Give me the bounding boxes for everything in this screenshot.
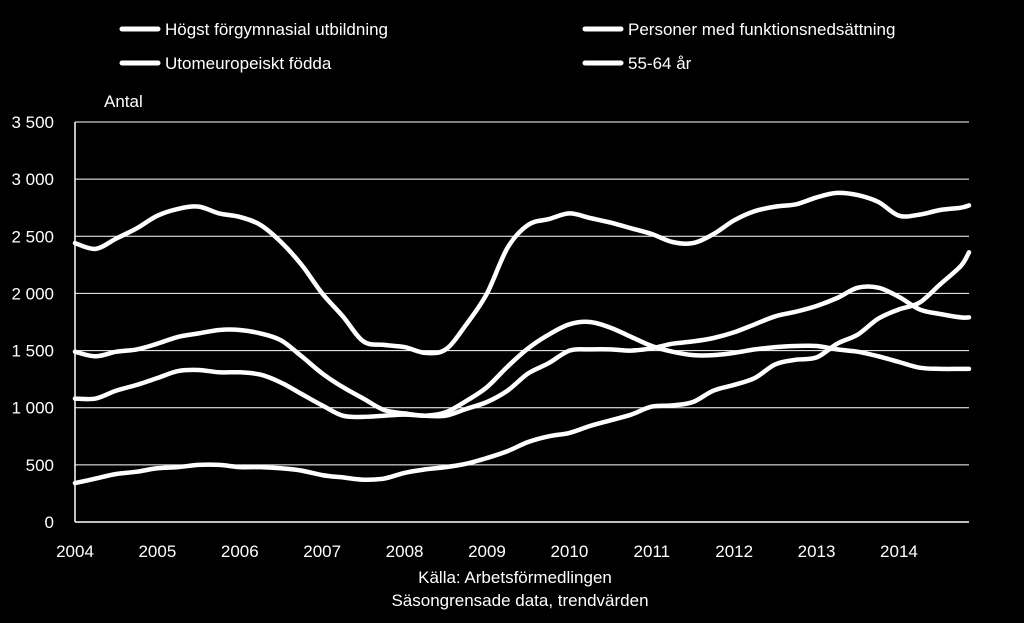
y-axis-label: Antal (104, 92, 143, 111)
y-tick-label-7: 3 500 (11, 113, 54, 132)
series-line-2 (72, 319, 972, 418)
y-tick-label-1: 500 (26, 456, 54, 475)
source-line-1: Källa: Arbetsförmedlingen (418, 568, 612, 587)
legend-item-3: 55-64 år (582, 54, 692, 73)
y-tick-label-2: 1 000 (11, 399, 54, 418)
legend-label-3: 55-64 år (628, 54, 692, 73)
legend: Högst förgymnasial utbildning Personer m… (119, 20, 895, 73)
x-axis-ticks: 2004 2005 2006 2007 2008 2009 2010 2011 2012 2013… (56, 542, 918, 561)
x-tick-label-10: 2014 (880, 542, 918, 561)
y-axis-ticks: 0 500 1 000 1 500 2 000 2 500 3 000 3 500 (11, 113, 54, 532)
x-tick-label-3: 2007 (303, 542, 341, 561)
y-tick-label-5: 2 500 (11, 227, 54, 246)
x-tick-label-9: 2013 (798, 542, 836, 561)
legend-label-0: Högst förgymnasial utbildning (165, 20, 388, 39)
y-tick-label-3: 1 500 (11, 342, 54, 361)
series-line-1 (72, 250, 972, 486)
legend-label-2: Utomeuropeiskt födda (165, 54, 332, 73)
series-lines (72, 190, 972, 486)
legend-item-1: Personer med funktionsnedsättning (582, 20, 895, 39)
x-tick-label-8: 2012 (715, 542, 753, 561)
legend-item-2: Utomeuropeiskt födda (119, 54, 332, 73)
x-tick-label-5: 2009 (468, 542, 506, 561)
x-tick-label-2: 2006 (221, 542, 259, 561)
y-tick-label-6: 3 000 (11, 170, 54, 189)
x-tick-label-7: 2011 (633, 542, 670, 561)
y-tick-label-0: 0 (45, 513, 54, 532)
series-line-3 (72, 284, 972, 420)
x-tick-label-0: 2004 (56, 542, 94, 561)
y-tick-label-4: 2 000 (11, 284, 54, 303)
gridlines (75, 121, 969, 466)
series-line-0 (72, 190, 972, 356)
x-tick-label-1: 2005 (138, 542, 176, 561)
legend-item-0: Högst förgymnasial utbildning (119, 20, 388, 39)
source-line-2: Säsongrensade data, trendvärden (391, 591, 648, 610)
x-tick-label-6: 2010 (550, 542, 588, 561)
axes (74, 122, 969, 523)
legend-label-1: Personer med funktionsnedsättning (628, 20, 895, 39)
x-tick-label-4: 2008 (386, 542, 424, 561)
